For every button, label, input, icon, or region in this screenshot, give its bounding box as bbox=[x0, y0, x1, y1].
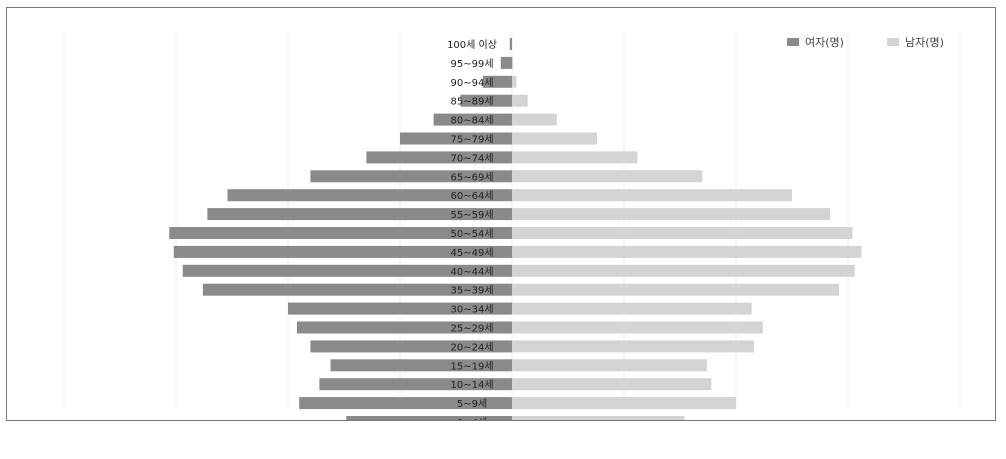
category-label: 100세 이상 bbox=[447, 39, 497, 51]
bar-female bbox=[400, 132, 512, 145]
bar-female bbox=[433, 113, 512, 126]
bar-male bbox=[512, 132, 598, 145]
legend: 남자(명) bbox=[887, 34, 944, 50]
bar-male bbox=[512, 416, 685, 420]
bar-male bbox=[512, 283, 840, 296]
category-label: 80~84세 bbox=[450, 115, 493, 127]
bar-male bbox=[512, 378, 712, 391]
bar-male bbox=[512, 340, 754, 353]
bar-female bbox=[310, 170, 512, 183]
bar-male bbox=[512, 245, 862, 258]
bar-female bbox=[173, 245, 512, 258]
category-label: 50~54세 bbox=[450, 228, 493, 240]
bar-female bbox=[169, 227, 512, 239]
bar-female bbox=[330, 359, 512, 372]
category-label: 40~44세 bbox=[450, 266, 493, 278]
category-label: 10~14세 bbox=[450, 379, 493, 391]
category-label: 85~89세 bbox=[450, 96, 493, 108]
category-label: 70~74세 bbox=[450, 152, 493, 164]
bar-female bbox=[500, 56, 512, 69]
bar-male bbox=[512, 264, 855, 277]
bar-male bbox=[512, 170, 703, 183]
bar-female bbox=[288, 302, 512, 315]
bar-male bbox=[512, 75, 517, 88]
category-label: 65~69세 bbox=[450, 171, 493, 183]
bar-female bbox=[482, 75, 512, 88]
bar-male bbox=[512, 113, 557, 126]
category-label: 30~34세 bbox=[450, 304, 493, 316]
bar-female bbox=[366, 151, 512, 164]
category-label: 0~4세 bbox=[457, 417, 487, 420]
legend-label-male: 남자(명) bbox=[905, 36, 944, 49]
bar-male bbox=[512, 227, 853, 239]
legend: 여자(명) bbox=[787, 34, 844, 50]
chart-frame: 0~4세 5~9세 10~14세 15~19세 20~24세 25~29세 30~34세 35… bbox=[6, 7, 996, 421]
bar-female bbox=[182, 264, 512, 277]
bar-female bbox=[299, 397, 512, 410]
category-label: 25~29세 bbox=[450, 323, 493, 335]
category-label: 5~9세 bbox=[457, 398, 487, 410]
legend-swatch-female bbox=[787, 38, 799, 46]
bar-female bbox=[296, 321, 512, 334]
category-label: 45~49세 bbox=[450, 247, 493, 259]
category-label: 55~59세 bbox=[450, 209, 493, 221]
category-label: 95~99세 bbox=[450, 58, 493, 70]
bar-male bbox=[512, 151, 638, 164]
bar-male bbox=[512, 94, 528, 107]
bar-male bbox=[512, 321, 763, 334]
category-label: 75~79세 bbox=[450, 134, 493, 146]
bar-female bbox=[310, 340, 512, 353]
category-label: 60~64세 bbox=[450, 190, 493, 202]
category-label: 20~24세 bbox=[450, 341, 493, 353]
bar-female bbox=[509, 38, 512, 50]
bar-female bbox=[207, 208, 513, 221]
bar-female bbox=[460, 94, 512, 107]
bar-male bbox=[512, 302, 752, 315]
category-label: 90~94세 bbox=[450, 77, 493, 89]
legend-swatch-male bbox=[887, 38, 899, 46]
category-label: 15~19세 bbox=[450, 360, 493, 372]
bar-male bbox=[512, 56, 514, 69]
bar-male bbox=[512, 208, 831, 221]
bar-female bbox=[202, 283, 512, 296]
bar-female bbox=[319, 378, 512, 391]
population-pyramid-chart: 0~4세 5~9세 10~14세 15~19세 20~24세 25~29세 30~34세 35… bbox=[63, 30, 961, 420]
bar-female bbox=[227, 189, 512, 202]
bar-male bbox=[512, 189, 792, 202]
bar-male bbox=[512, 359, 707, 372]
category-label: 35~39세 bbox=[450, 285, 493, 297]
bar-male bbox=[512, 397, 736, 410]
legend-label-female: 여자(명) bbox=[805, 36, 844, 49]
bar-female bbox=[346, 416, 512, 420]
